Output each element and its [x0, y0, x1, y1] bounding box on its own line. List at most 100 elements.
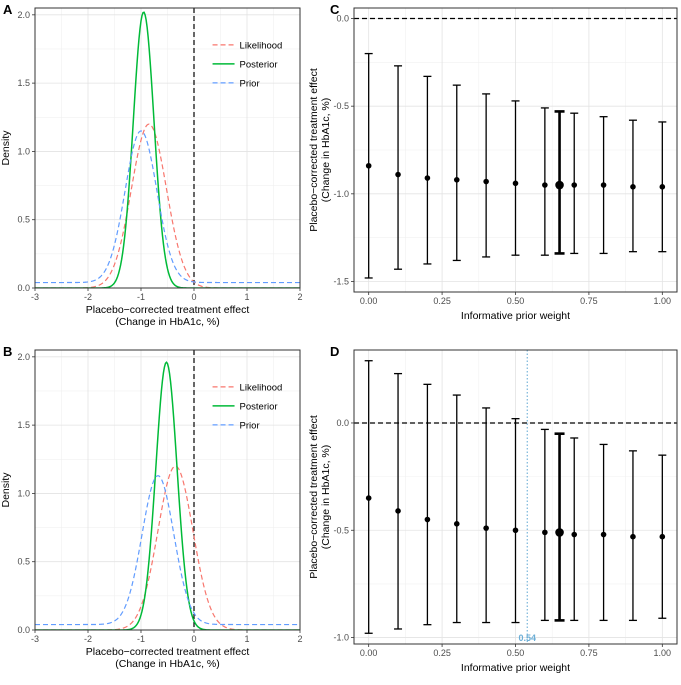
- point-estimate: [453, 521, 460, 527]
- x-tick-label: 0.50: [507, 296, 525, 306]
- point-estimate: [630, 184, 636, 190]
- y-axis-title: Placebo−corrected treatment effect: [308, 415, 320, 579]
- x-axis-title: Placebo−corrected treatment effect: [86, 646, 250, 658]
- y-tick-label: -1.5: [333, 276, 349, 286]
- point-estimate: [571, 531, 578, 538]
- point-estimate: [555, 180, 564, 190]
- error-bar: [364, 360, 373, 634]
- axes: 0.00 0.25 0.50 0.75 1.00 -1.5 -1.0 -0.5 0.0 Infor…: [308, 14, 671, 322]
- x-tick-label: 0: [191, 634, 196, 644]
- y-tick-label: 2.0: [17, 10, 30, 20]
- axes: -3 -2 -1 0 1 2 0.0 0.5 1.0 1.5 2.0 Placebo−correcte…: [0, 10, 303, 328]
- point-estimate: [424, 175, 431, 181]
- panel-d: 0.54 0.00 0.25 0.50 0.75 1.00 -1.0 -0.5 0.0 Infor…: [308, 344, 678, 674]
- point-estimate: [483, 178, 489, 185]
- legend: Likelihood Posterior Prior: [212, 40, 283, 89]
- error-bar: [452, 394, 461, 624]
- error-bar: [599, 116, 608, 255]
- x-tick-label: 0.50: [507, 648, 525, 658]
- error-bar: [394, 372, 403, 630]
- x-tick-label: 1: [244, 634, 249, 644]
- point-estimate: [424, 516, 431, 523]
- y-tick-label: 0.0: [17, 283, 30, 293]
- y-tick-label: 0.0: [17, 625, 30, 635]
- error-bar: [570, 112, 579, 255]
- y-tick-label: 1.5: [17, 420, 30, 430]
- point-estimate: [571, 182, 578, 188]
- x-tick-label: 1.00: [654, 648, 672, 658]
- y-tick-label: 0.0: [336, 14, 349, 24]
- axes: -3 -2 -1 0 1 2 0.0 0.5 1.0 1.5 2.0 Placebo−correcte…: [0, 352, 303, 670]
- x-tick-label: 0.00: [360, 648, 378, 658]
- point-estimate: [365, 162, 372, 169]
- panel-letter-d: D: [330, 344, 339, 359]
- x-tick-label: 2: [297, 634, 302, 644]
- y-tick-label: 2.0: [17, 352, 30, 362]
- y-axis-title: Density: [0, 130, 12, 166]
- x-tick-label: 0: [191, 292, 196, 302]
- series-line-prior: [35, 475, 300, 626]
- y-tick-label: 1.0: [17, 146, 30, 156]
- legend-label-likelihood: Likelihood: [240, 382, 283, 393]
- error-bar: [423, 75, 432, 265]
- error-bar: [628, 450, 637, 622]
- threshold-label: 0.54: [518, 633, 536, 643]
- error-bar: [599, 443, 608, 622]
- y-tick-label: 0.0: [336, 418, 349, 428]
- series-line-posterior: [35, 361, 300, 630]
- error-bar: [423, 383, 432, 626]
- legend-label-prior: Prior: [240, 78, 260, 89]
- error-bar: [570, 437, 579, 622]
- x-tick-label: -1: [137, 292, 145, 302]
- error-bar: [452, 84, 461, 262]
- point-estimate: [542, 182, 548, 188]
- y-axis-title: Density: [0, 472, 12, 508]
- point-estimate: [600, 182, 607, 188]
- error-bar: [482, 407, 491, 624]
- series-line-posterior: [35, 11, 300, 288]
- x-tick-label: 0.25: [433, 648, 451, 658]
- error-bar: [511, 100, 520, 256]
- error-bar: [394, 65, 403, 270]
- x-tick-label: 0.25: [433, 296, 451, 306]
- error-bar: [540, 428, 549, 622]
- point-estimate: [600, 531, 607, 538]
- x-tick-label: -2: [84, 292, 92, 302]
- y-tick-label: 1.5: [17, 78, 30, 88]
- y-tick-label: -0.5: [333, 525, 349, 535]
- y-tick-label: 1.0: [17, 488, 30, 498]
- axes: 0.00 0.25 0.50 0.75 1.00 -1.0 -0.5 0.0 Informati…: [308, 415, 671, 674]
- x-tick-label: 0.75: [580, 648, 598, 658]
- error-bar: [511, 418, 520, 624]
- x-tick-label: 2: [297, 292, 302, 302]
- legend: Likelihood Posterior Prior: [212, 382, 283, 431]
- x-tick-label: 0.75: [580, 296, 598, 306]
- point-estimate: [555, 528, 564, 537]
- error-bar: [554, 432, 565, 622]
- point-estimate: [395, 508, 401, 514]
- legend-label-posterior: Posterior: [240, 59, 278, 70]
- error-bar: [658, 121, 667, 253]
- x-axis-subtitle: (Change in HbA1c, %): [115, 658, 219, 670]
- error-bar: [628, 119, 637, 253]
- error-bar: [364, 52, 373, 279]
- error-bar: [554, 110, 565, 255]
- panel-c: 0.00 0.25 0.50 0.75 1.00 -1.5 -1.0 -0.5 0.0 Infor…: [308, 2, 678, 322]
- panel-border: [34, 7, 301, 289]
- point-estimate: [659, 533, 666, 540]
- y-tick-label: 0.5: [17, 557, 30, 567]
- x-axis-title: Placebo−corrected treatment effect: [86, 304, 250, 316]
- panel-a: Likelihood Posterior Prior -3 -2 -1 0 1 2 0.0 0.5 1…: [0, 2, 303, 328]
- legend-label-posterior: Posterior: [240, 401, 278, 412]
- x-tick-label: -3: [31, 634, 39, 644]
- x-tick-label: -2: [84, 634, 92, 644]
- point-estimate: [542, 529, 548, 536]
- series-line-prior: [35, 130, 300, 284]
- legend-label-prior: Prior: [240, 420, 260, 431]
- error-bars: [364, 360, 667, 634]
- legend-label-likelihood: Likelihood: [240, 40, 283, 51]
- x-axis-title: Informative prior weight: [461, 310, 570, 322]
- y-tick-label: -1.0: [333, 189, 349, 199]
- panel-letter-b: B: [3, 344, 12, 359]
